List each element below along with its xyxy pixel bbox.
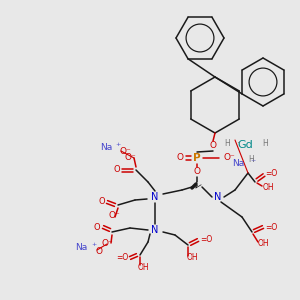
Text: O: O [96, 248, 103, 256]
Text: O: O [93, 223, 100, 232]
Text: +: + [115, 142, 120, 148]
Text: N: N [151, 192, 159, 202]
Text: O: O [194, 167, 200, 176]
Text: H: H [224, 139, 230, 148]
Text: ·: · [237, 137, 241, 151]
Text: N: N [214, 192, 222, 202]
Text: Na: Na [232, 160, 244, 169]
Text: +: + [250, 158, 256, 164]
Text: Na: Na [100, 143, 112, 152]
Text: O: O [113, 166, 120, 175]
Text: O: O [98, 197, 105, 206]
Text: =O: =O [265, 169, 277, 178]
Text: O⁻: O⁻ [120, 148, 132, 157]
Text: H: H [248, 154, 254, 164]
Text: P: P [193, 153, 201, 163]
Text: OH: OH [137, 262, 149, 272]
Text: O⁻: O⁻ [224, 154, 236, 163]
Text: Na: Na [75, 244, 87, 253]
Text: OH: OH [263, 182, 275, 191]
Text: +: + [91, 242, 96, 247]
Text: OH: OH [258, 239, 270, 248]
Text: O⁻: O⁻ [108, 212, 120, 220]
Text: O: O [176, 154, 184, 163]
Text: =O: =O [265, 224, 277, 232]
Text: O: O [209, 142, 217, 151]
Text: H: H [262, 139, 268, 148]
Text: OH: OH [186, 253, 198, 262]
Text: O⁻: O⁻ [124, 152, 136, 161]
Text: O⁻: O⁻ [101, 239, 113, 248]
Text: =O: =O [116, 254, 128, 262]
Text: N: N [151, 225, 159, 235]
Text: =O: =O [200, 236, 212, 244]
Text: Gd: Gd [237, 140, 253, 150]
